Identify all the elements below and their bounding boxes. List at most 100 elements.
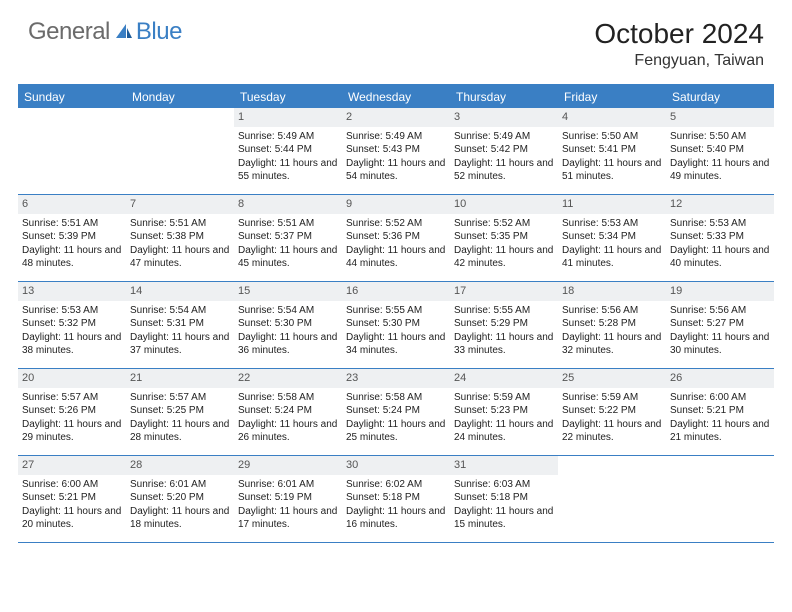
brand-logo: General Blue	[28, 18, 182, 46]
sunrise-text: Sunrise: 6:00 AM	[670, 391, 770, 405]
title-block: October 2024 Fengyuan, Taiwan	[594, 18, 764, 70]
day-number: 1	[234, 108, 342, 127]
day-cell: 25Sunrise: 5:59 AMSunset: 5:22 PMDayligh…	[558, 369, 666, 455]
sunrise-text: Sunrise: 5:57 AM	[130, 391, 230, 405]
sunrise-text: Sunrise: 5:49 AM	[346, 130, 446, 144]
day-cell: 7Sunrise: 5:51 AMSunset: 5:38 PMDaylight…	[126, 195, 234, 281]
day-cell: 6Sunrise: 5:51 AMSunset: 5:39 PMDaylight…	[18, 195, 126, 281]
day-number: 17	[450, 282, 558, 301]
day-number: 26	[666, 369, 774, 388]
brand-part2: Blue	[136, 18, 182, 46]
day-cell: 24Sunrise: 5:59 AMSunset: 5:23 PMDayligh…	[450, 369, 558, 455]
sunset-text: Sunset: 5:22 PM	[562, 404, 662, 418]
sunrise-text: Sunrise: 5:58 AM	[238, 391, 338, 405]
sunset-text: Sunset: 5:31 PM	[130, 317, 230, 331]
sunset-text: Sunset: 5:18 PM	[346, 491, 446, 505]
daylight-text: Daylight: 11 hours and 51 minutes.	[562, 157, 662, 184]
sunset-text: Sunset: 5:20 PM	[130, 491, 230, 505]
weekday-header: Monday	[126, 86, 234, 108]
sunset-text: Sunset: 5:39 PM	[22, 230, 122, 244]
sunrise-text: Sunrise: 5:51 AM	[130, 217, 230, 231]
day-cell: 17Sunrise: 5:55 AMSunset: 5:29 PMDayligh…	[450, 282, 558, 368]
sunset-text: Sunset: 5:36 PM	[346, 230, 446, 244]
sunset-text: Sunset: 5:30 PM	[346, 317, 446, 331]
daylight-text: Daylight: 11 hours and 49 minutes.	[670, 157, 770, 184]
day-number: 9	[342, 195, 450, 214]
day-number: 11	[558, 195, 666, 214]
week-row: 6Sunrise: 5:51 AMSunset: 5:39 PMDaylight…	[18, 195, 774, 282]
weekday-header: Wednesday	[342, 86, 450, 108]
daylight-text: Daylight: 11 hours and 54 minutes.	[346, 157, 446, 184]
day-number: 27	[18, 456, 126, 475]
day-number: 4	[558, 108, 666, 127]
day-number: 31	[450, 456, 558, 475]
weekday-header-row: SundayMondayTuesdayWednesdayThursdayFrid…	[18, 86, 774, 108]
sunrise-text: Sunrise: 5:52 AM	[346, 217, 446, 231]
daylight-text: Daylight: 11 hours and 15 minutes.	[454, 505, 554, 532]
day-cell: 30Sunrise: 6:02 AMSunset: 5:18 PMDayligh…	[342, 456, 450, 542]
sunset-text: Sunset: 5:19 PM	[238, 491, 338, 505]
calendar: SundayMondayTuesdayWednesdayThursdayFrid…	[18, 84, 774, 543]
day-cell: 13Sunrise: 5:53 AMSunset: 5:32 PMDayligh…	[18, 282, 126, 368]
sunrise-text: Sunrise: 5:55 AM	[346, 304, 446, 318]
sunset-text: Sunset: 5:24 PM	[346, 404, 446, 418]
day-cell: 19Sunrise: 5:56 AMSunset: 5:27 PMDayligh…	[666, 282, 774, 368]
daylight-text: Daylight: 11 hours and 28 minutes.	[130, 418, 230, 445]
day-cell: 10Sunrise: 5:52 AMSunset: 5:35 PMDayligh…	[450, 195, 558, 281]
daylight-text: Daylight: 11 hours and 22 minutes.	[562, 418, 662, 445]
sunrise-text: Sunrise: 5:53 AM	[22, 304, 122, 318]
day-cell: 31Sunrise: 6:03 AMSunset: 5:18 PMDayligh…	[450, 456, 558, 542]
sunrise-text: Sunrise: 5:54 AM	[238, 304, 338, 318]
day-number: 22	[234, 369, 342, 388]
sunset-text: Sunset: 5:24 PM	[238, 404, 338, 418]
daylight-text: Daylight: 11 hours and 34 minutes.	[346, 331, 446, 358]
day-number: 7	[126, 195, 234, 214]
weekday-header: Tuesday	[234, 86, 342, 108]
daylight-text: Daylight: 11 hours and 25 minutes.	[346, 418, 446, 445]
day-number: 19	[666, 282, 774, 301]
day-cell: 21Sunrise: 5:57 AMSunset: 5:25 PMDayligh…	[126, 369, 234, 455]
sunrise-text: Sunrise: 5:57 AM	[22, 391, 122, 405]
day-cell	[126, 108, 234, 194]
day-number: 18	[558, 282, 666, 301]
daylight-text: Daylight: 11 hours and 20 minutes.	[22, 505, 122, 532]
sunrise-text: Sunrise: 6:02 AM	[346, 478, 446, 492]
weeks-container: 1Sunrise: 5:49 AMSunset: 5:44 PMDaylight…	[18, 108, 774, 543]
day-number: 3	[450, 108, 558, 127]
weekday-header: Saturday	[666, 86, 774, 108]
sunset-text: Sunset: 5:26 PM	[22, 404, 122, 418]
day-number: 12	[666, 195, 774, 214]
week-row: 13Sunrise: 5:53 AMSunset: 5:32 PMDayligh…	[18, 282, 774, 369]
daylight-text: Daylight: 11 hours and 45 minutes.	[238, 244, 338, 271]
daylight-text: Daylight: 11 hours and 37 minutes.	[130, 331, 230, 358]
daylight-text: Daylight: 11 hours and 52 minutes.	[454, 157, 554, 184]
day-cell: 20Sunrise: 5:57 AMSunset: 5:26 PMDayligh…	[18, 369, 126, 455]
sunrise-text: Sunrise: 5:55 AM	[454, 304, 554, 318]
day-cell: 11Sunrise: 5:53 AMSunset: 5:34 PMDayligh…	[558, 195, 666, 281]
sunrise-text: Sunrise: 5:58 AM	[346, 391, 446, 405]
sunset-text: Sunset: 5:41 PM	[562, 143, 662, 157]
day-number: 24	[450, 369, 558, 388]
sunrise-text: Sunrise: 5:52 AM	[454, 217, 554, 231]
sunrise-text: Sunrise: 5:51 AM	[22, 217, 122, 231]
sunrise-text: Sunrise: 5:49 AM	[454, 130, 554, 144]
day-number: 29	[234, 456, 342, 475]
daylight-text: Daylight: 11 hours and 47 minutes.	[130, 244, 230, 271]
daylight-text: Daylight: 11 hours and 24 minutes.	[454, 418, 554, 445]
sunset-text: Sunset: 5:43 PM	[346, 143, 446, 157]
day-number: 23	[342, 369, 450, 388]
week-row: 20Sunrise: 5:57 AMSunset: 5:26 PMDayligh…	[18, 369, 774, 456]
sunset-text: Sunset: 5:28 PM	[562, 317, 662, 331]
week-row: 1Sunrise: 5:49 AMSunset: 5:44 PMDaylight…	[18, 108, 774, 195]
day-cell: 5Sunrise: 5:50 AMSunset: 5:40 PMDaylight…	[666, 108, 774, 194]
daylight-text: Daylight: 11 hours and 17 minutes.	[238, 505, 338, 532]
sunrise-text: Sunrise: 5:56 AM	[562, 304, 662, 318]
sunset-text: Sunset: 5:21 PM	[670, 404, 770, 418]
day-cell: 18Sunrise: 5:56 AMSunset: 5:28 PMDayligh…	[558, 282, 666, 368]
week-row: 27Sunrise: 6:00 AMSunset: 5:21 PMDayligh…	[18, 456, 774, 543]
daylight-text: Daylight: 11 hours and 21 minutes.	[670, 418, 770, 445]
sunset-text: Sunset: 5:23 PM	[454, 404, 554, 418]
sunset-text: Sunset: 5:25 PM	[130, 404, 230, 418]
day-cell: 16Sunrise: 5:55 AMSunset: 5:30 PMDayligh…	[342, 282, 450, 368]
daylight-text: Daylight: 11 hours and 38 minutes.	[22, 331, 122, 358]
